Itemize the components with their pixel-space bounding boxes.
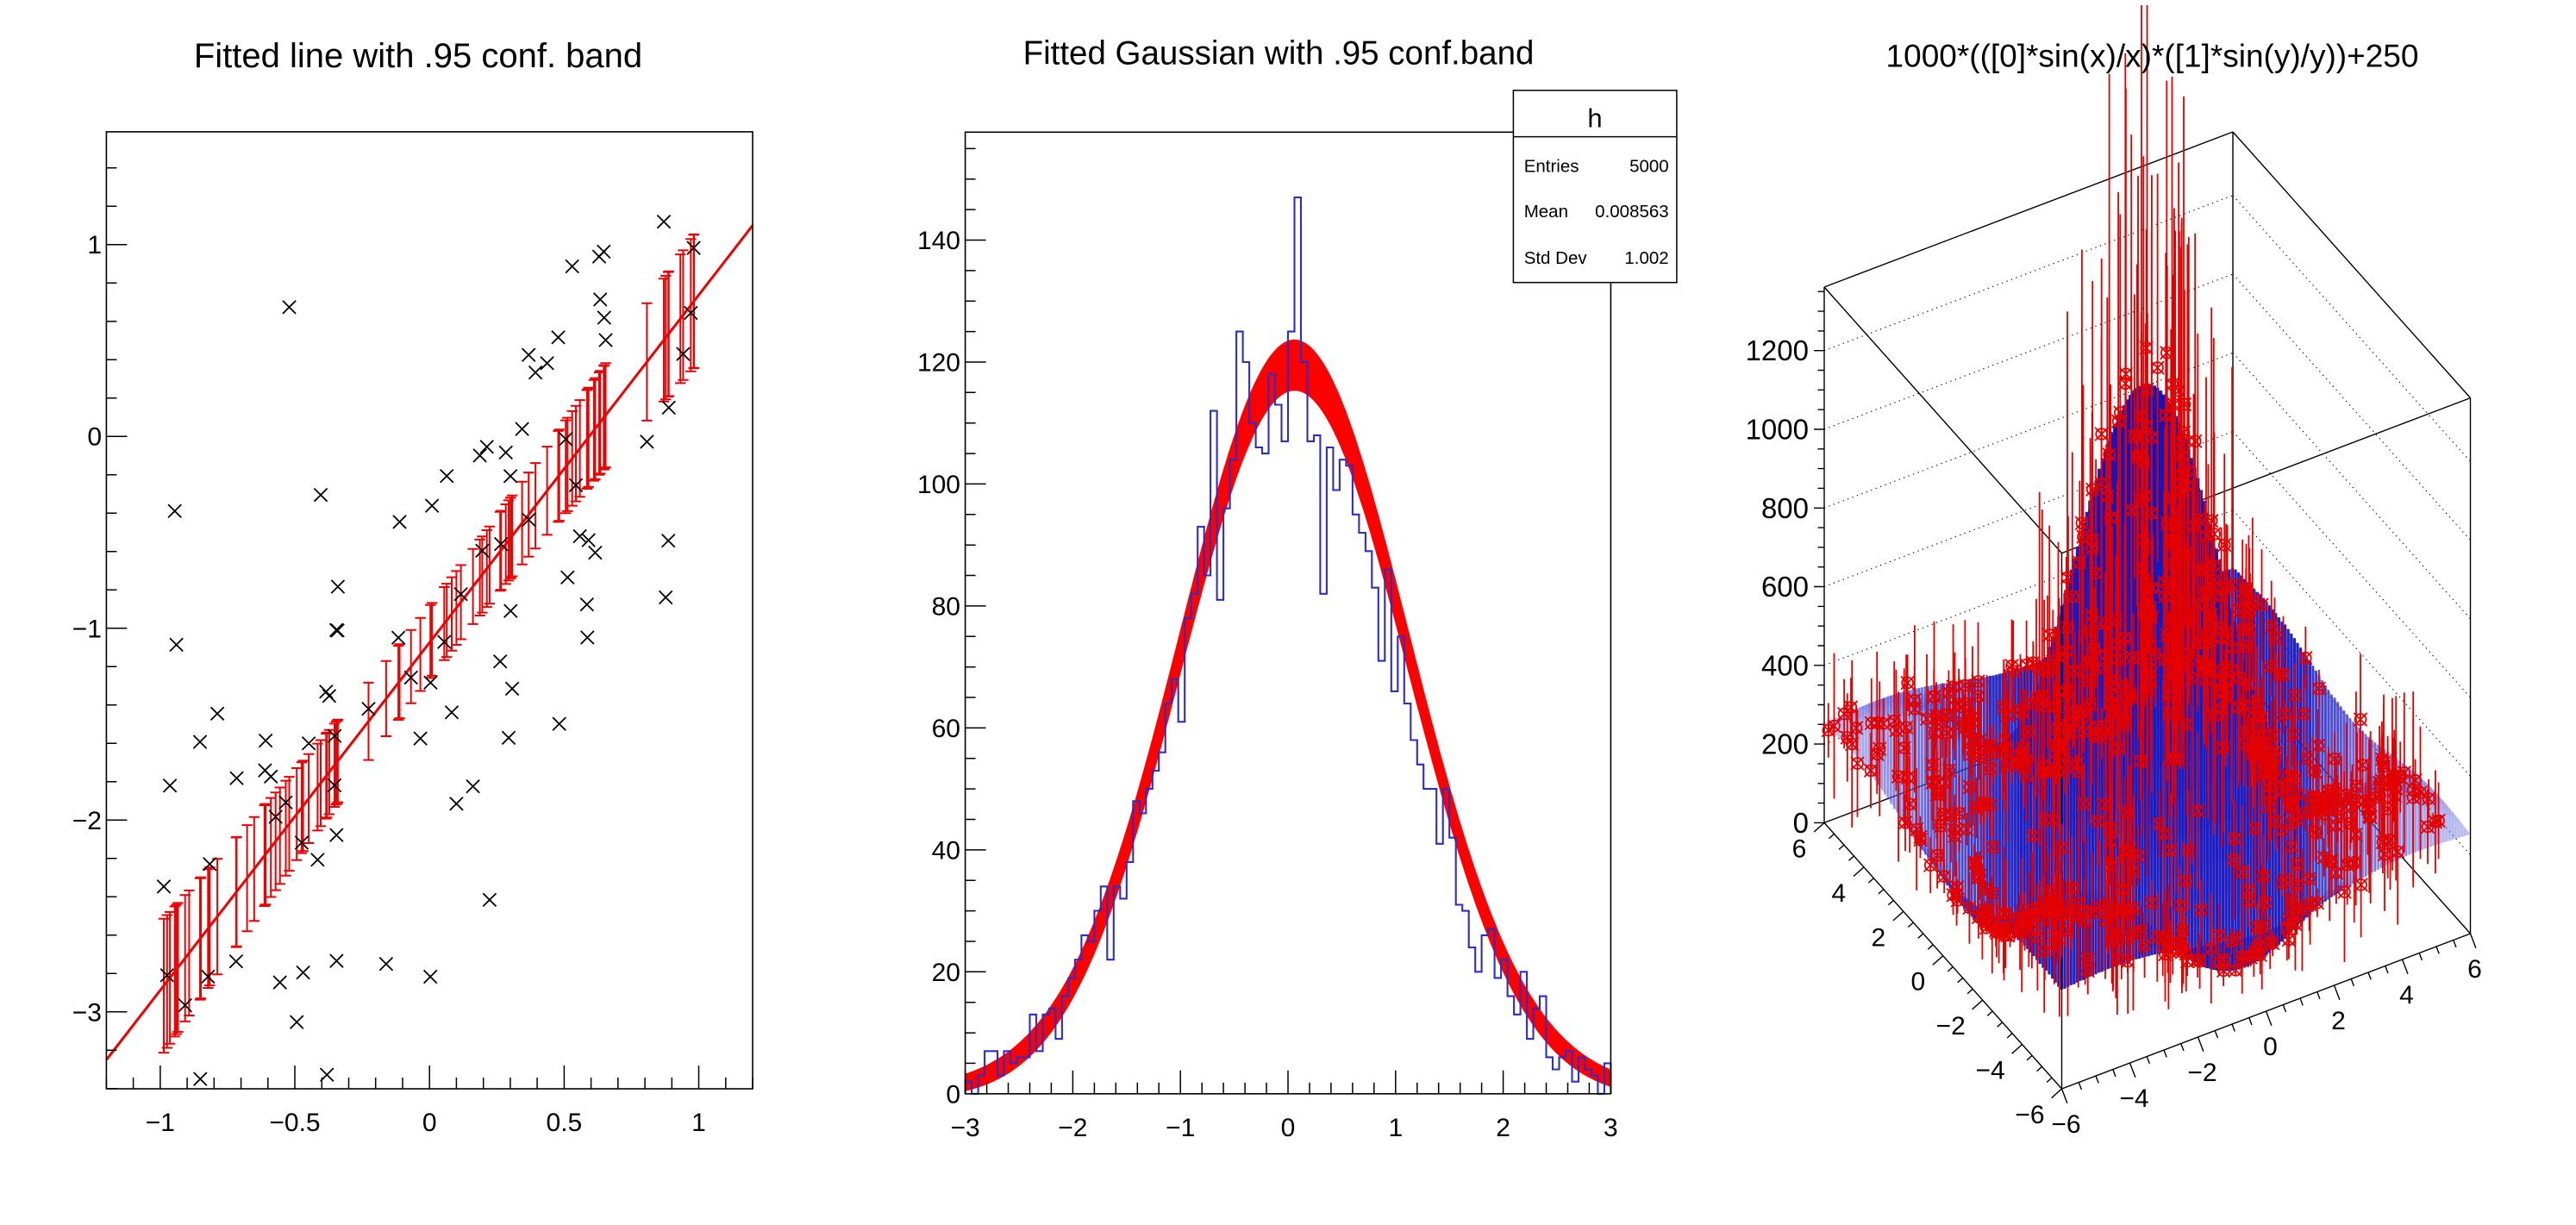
svg-text:3: 3 <box>1604 1114 1618 1142</box>
svg-text:2: 2 <box>2331 1007 2346 1035</box>
svg-text:−4: −4 <box>1975 1057 2004 1085</box>
svg-text:Mean: Mean <box>1524 202 1568 222</box>
svg-text:20: 20 <box>932 959 960 987</box>
svg-text:0: 0 <box>1910 968 1925 997</box>
svg-text:1000*(([0]*sin(x)/x)*([1]*sin(: 1000*(([0]*sin(x)/x)*([1]*sin(y)/y))+250 <box>1886 39 2419 74</box>
svg-text:1: 1 <box>87 231 102 259</box>
svg-text:−1: −1 <box>146 1109 175 1137</box>
svg-text:−2: −2 <box>1058 1114 1087 1142</box>
svg-text:2: 2 <box>1871 923 1885 952</box>
svg-text:6: 6 <box>2467 955 2482 984</box>
svg-text:1000: 1000 <box>1746 414 1809 446</box>
svg-text:h: h <box>1587 103 1602 133</box>
svg-text:100: 100 <box>917 471 960 499</box>
svg-text:−2: −2 <box>1936 1012 1966 1041</box>
svg-text:4: 4 <box>2399 981 2414 1009</box>
svg-text:−1: −1 <box>1166 1114 1195 1142</box>
svg-text:6: 6 <box>1792 834 1807 863</box>
svg-text:−3: −3 <box>950 1114 979 1142</box>
svg-text:Fitted Gaussian with .95 conf.: Fitted Gaussian with .95 conf.band <box>1023 34 1535 72</box>
svg-text:−2: −2 <box>2187 1059 2216 1087</box>
svg-text:−0.5: −0.5 <box>269 1109 320 1137</box>
svg-text:1: 1 <box>1388 1114 1403 1142</box>
svg-text:140: 140 <box>917 227 960 255</box>
svg-text:Fitted line with .95 conf. ban: Fitted line with .95 conf. band <box>194 37 642 75</box>
svg-text:−1: −1 <box>72 615 102 643</box>
svg-text:Entries: Entries <box>1524 157 1579 177</box>
svg-text:−6: −6 <box>2051 1110 2080 1139</box>
svg-text:600: 600 <box>1761 571 1809 603</box>
svg-text:120: 120 <box>917 349 960 378</box>
svg-text:−6: −6 <box>2015 1101 2044 1129</box>
svg-text:0: 0 <box>2263 1033 2278 1061</box>
svg-text:0.5: 0.5 <box>547 1109 583 1137</box>
svg-text:0: 0 <box>1281 1114 1296 1142</box>
svg-text:2: 2 <box>1496 1114 1510 1142</box>
svg-text:1: 1 <box>691 1109 706 1137</box>
svg-text:0: 0 <box>946 1080 960 1109</box>
svg-text:60: 60 <box>932 715 960 743</box>
svg-text:40: 40 <box>932 836 960 865</box>
svg-text:800: 800 <box>1761 492 1809 524</box>
svg-text:−2: −2 <box>72 807 102 835</box>
svg-text:400: 400 <box>1761 649 1809 681</box>
svg-text:5000: 5000 <box>1629 157 1669 177</box>
svg-text:0: 0 <box>87 423 102 452</box>
svg-text:4: 4 <box>1832 879 1847 908</box>
svg-text:0: 0 <box>1793 807 1809 839</box>
svg-text:−4: −4 <box>2119 1084 2148 1113</box>
svg-text:−3: −3 <box>72 998 102 1027</box>
svg-text:0: 0 <box>422 1109 437 1137</box>
svg-text:Std Dev: Std Dev <box>1524 248 1588 268</box>
svg-text:0.008563: 0.008563 <box>1595 202 1669 222</box>
svg-text:80: 80 <box>932 592 960 621</box>
svg-text:1200: 1200 <box>1746 334 1809 366</box>
svg-text:1.002: 1.002 <box>1624 248 1668 268</box>
svg-text:200: 200 <box>1761 728 1809 760</box>
